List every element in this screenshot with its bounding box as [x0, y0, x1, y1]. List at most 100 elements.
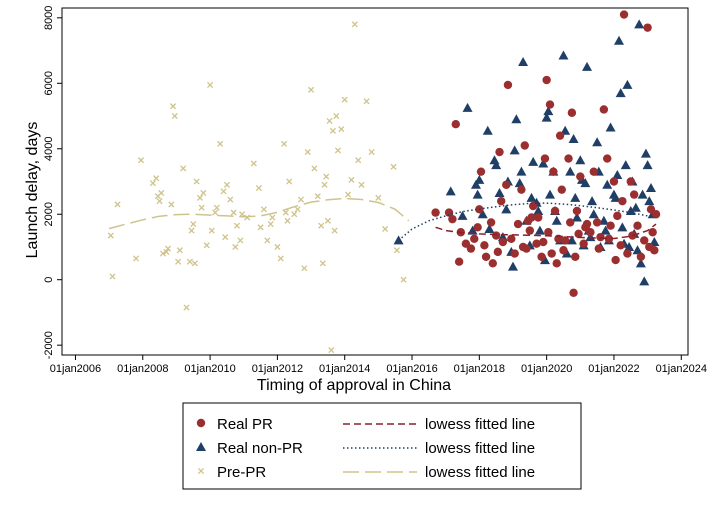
real_pr-point	[619, 10, 629, 19]
pre_pr-point	[217, 140, 224, 147]
real_pr-point	[539, 237, 548, 247]
legend-label-pre_pr: Pre-PR	[217, 464, 266, 481]
real_pr-point	[648, 228, 657, 237]
pre_pr-point	[207, 81, 214, 88]
real_pr-point	[596, 232, 605, 242]
pre_pr-point	[281, 140, 288, 147]
real_pr-point	[497, 196, 506, 206]
pre_pr-point	[168, 201, 175, 208]
fitted-lines	[108, 197, 657, 241]
pre_pr-point	[223, 181, 230, 188]
real_non_pr-point	[620, 160, 631, 170]
legend-marker-real_non_pr	[196, 442, 206, 451]
real_non_pr-point	[474, 174, 485, 184]
real_non_pr-point	[588, 209, 599, 219]
real_pr-point	[537, 252, 546, 261]
real_non_pr-point	[507, 261, 518, 271]
pre_pr-point	[338, 126, 345, 133]
pre_pr-point	[149, 180, 156, 187]
pre_pr-point	[358, 181, 365, 188]
real_pr-point	[560, 236, 570, 245]
real_pr-point	[547, 249, 556, 258]
real_pr-point	[476, 167, 486, 176]
pre_pr-point	[323, 173, 330, 180]
pre_pr-point	[164, 245, 172, 252]
legend-label-fit_pre_pr: lowess fitted line	[425, 464, 535, 481]
legend-label-fit_real_pr: lowess fitted line	[425, 416, 535, 433]
pre_pr-point	[321, 181, 328, 188]
real_non_pr-point	[637, 189, 648, 199]
real_pr-point	[566, 218, 575, 227]
real_pr-point	[609, 177, 619, 186]
real_non_pr-point	[634, 19, 645, 29]
real_pr-point	[557, 185, 566, 194]
real_pr-point	[628, 231, 637, 240]
real_pr-point	[582, 219, 592, 229]
real_non_pr-point	[587, 196, 598, 206]
series-pre_pr	[107, 21, 407, 354]
pre_pr-point	[375, 194, 382, 201]
real_non_pr-point	[615, 88, 626, 98]
pre_pr-point	[132, 255, 140, 262]
y-tick-label: 8000	[43, 6, 55, 30]
pre_pr-point	[176, 247, 183, 254]
pre_pr-point	[107, 232, 114, 239]
pre_pr-point	[222, 234, 229, 241]
x-tick-label: 01jan2020	[521, 363, 572, 375]
real_pr-point	[606, 221, 615, 230]
real_non_pr-point	[472, 189, 483, 199]
real_non_pr-point	[467, 225, 478, 235]
real_pr-point	[559, 246, 568, 255]
pre_pr-point	[319, 260, 326, 267]
real_non_pr-point	[533, 205, 544, 215]
real_pr-point	[643, 23, 652, 32]
real_pr-point	[576, 172, 585, 181]
x-tick-label: 01jan2018	[454, 363, 505, 375]
real_pr-point	[571, 252, 580, 261]
pre_pr-point	[213, 204, 220, 211]
pre_pr-point	[230, 209, 237, 216]
pre_pr-point	[269, 214, 276, 221]
pre_pr-point	[286, 178, 293, 185]
real_non_pr-point	[538, 158, 549, 168]
real_non_pr-point	[511, 114, 522, 124]
pre_pr-point	[183, 304, 190, 311]
plot-frame	[61, 7, 689, 356]
real_pr-point	[532, 239, 541, 248]
lowess-line-fit_pre_pr	[108, 197, 410, 230]
pre_pr-point	[326, 117, 333, 124]
real_non_pr-point	[484, 223, 495, 233]
real_pr-point	[599, 105, 609, 114]
real_non_pr-point	[514, 178, 525, 188]
x-axis-title: Timing of approval in China	[257, 377, 451, 394]
real_pr-point	[545, 100, 555, 109]
real_pr-point	[495, 147, 504, 157]
real_non_pr-point	[482, 125, 493, 135]
pre_pr-point	[345, 191, 352, 198]
real_pr-point	[493, 247, 503, 257]
real_pr-point	[507, 234, 516, 243]
real_non_pr-point	[585, 232, 596, 242]
real_pr-point	[473, 223, 482, 232]
pre_pr-point	[348, 176, 355, 183]
real_non_pr-point	[534, 225, 545, 235]
y-axis-title: Launch delay, days	[24, 122, 41, 259]
real_pr-point	[650, 246, 659, 255]
y-axis: -2000 0 2000 4000 6000 8000	[43, 6, 62, 359]
pre_pr-point	[355, 157, 362, 164]
real_non_pr-point	[617, 222, 628, 232]
legend-marker-pre_pr	[197, 467, 205, 475]
pre_pr-point	[274, 243, 281, 251]
real_pr-point	[470, 234, 479, 243]
real_pr-point	[550, 206, 560, 216]
real_pr-point	[523, 216, 533, 225]
pre_pr-point	[318, 222, 325, 229]
real_non_pr-point	[445, 186, 456, 196]
real_non_pr-point	[624, 241, 635, 251]
real_pr-point	[633, 221, 642, 230]
real_non_pr-point	[622, 79, 633, 89]
pre_pr-point	[158, 189, 165, 197]
legend-marker-real_pr	[196, 418, 206, 428]
pre_pr-point	[260, 206, 267, 213]
real_pr-point	[623, 249, 632, 258]
